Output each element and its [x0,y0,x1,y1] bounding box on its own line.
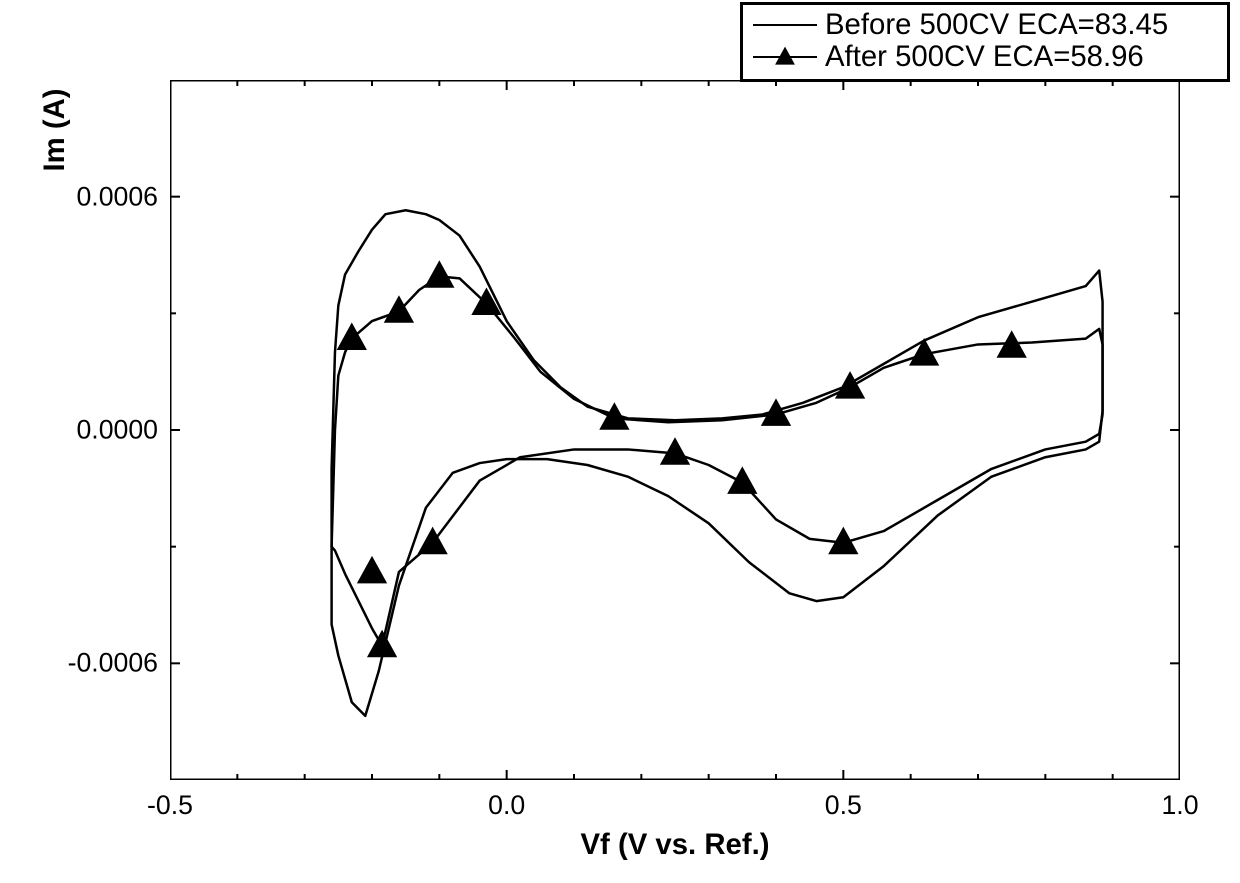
x-tick-label: 1.0 [1161,790,1198,821]
legend-item: After 500CV ECA=58.96 [753,41,1217,73]
cv-figure: Vf (V vs. Ref.) Im (A) Before 500CV ECA=… [0,0,1240,883]
x-tick-label: 0.5 [825,790,862,821]
x-tick-label: -0.5 [147,790,193,821]
legend-label: After 500CV ECA=58.96 [825,40,1144,74]
legend-label: Before 500CV ECA=83.45 [825,8,1168,42]
legend-swatch [753,13,817,37]
y-tick-label: 0.0006 [58,181,158,212]
plot-area [170,80,1180,780]
triangle-marker-icon [772,44,797,69]
legend-line-icon [753,24,817,26]
legend: Before 500CV ECA=83.45After 500CV ECA=58… [740,2,1230,82]
y-tick-label: -0.0006 [58,648,158,679]
plot-svg [170,80,1180,780]
x-tick-label: 0.0 [488,790,525,821]
x-axis-label: Vf (V vs. Ref.) [170,828,1180,862]
legend-swatch [753,45,817,69]
y-axis-label: Im (A) [38,0,72,480]
legend-item: Before 500CV ECA=83.45 [753,9,1217,41]
y-tick-label: 0.0000 [58,415,158,446]
